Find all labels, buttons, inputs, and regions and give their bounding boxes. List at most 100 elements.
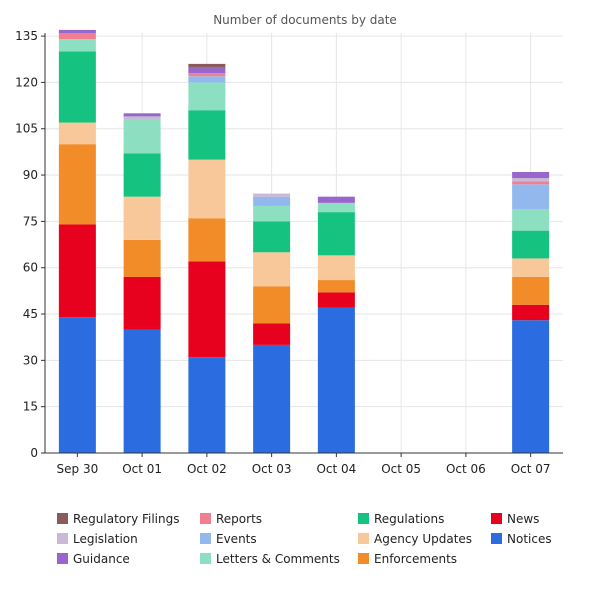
bar-news-oct-04[interactable] — [317, 292, 355, 308]
bar-reports-oct-02[interactable] — [188, 73, 226, 77]
legend-swatch — [358, 553, 369, 564]
axes: 0 15 30 45 60 75 90 105 120 135 Sep 30 Oct 01 Oct 02… — [15, 29, 563, 476]
bar-regulatory-filings-oct-02[interactable] — [188, 63, 226, 67]
legend-swatch — [200, 533, 211, 544]
legend-label: Regulatory Filings — [73, 512, 180, 526]
bar-enforcements-oct-07[interactable] — [512, 276, 550, 305]
legend-item-events[interactable]: Events — [200, 532, 257, 546]
legend-swatch — [57, 553, 68, 564]
bar-notices-oct-03[interactable] — [253, 344, 291, 453]
legend-item-legislation[interactable]: Legislation — [57, 532, 138, 546]
legend-item-notices[interactable]: Notices — [491, 532, 552, 546]
bar-regulations-sep-30[interactable] — [58, 51, 96, 123]
x-tick-label: Oct 05 — [381, 462, 421, 476]
bar-letters-comments-oct-01[interactable] — [123, 119, 161, 154]
bar-legislation-oct-03[interactable] — [253, 193, 291, 197]
x-tick-label: Oct 01 — [122, 462, 162, 476]
bar-enforcements-oct-03[interactable] — [253, 286, 291, 324]
bar-notices-oct-07[interactable] — [512, 320, 550, 453]
y-tick-label: 90 — [23, 168, 38, 182]
legend-swatch — [200, 553, 211, 564]
legend-item-enforcements[interactable]: Enforcements — [358, 552, 457, 566]
bar-enforcements-oct-01[interactable] — [123, 239, 161, 277]
legend-item-letters-comments[interactable]: Letters & Comments — [200, 552, 340, 566]
bar-agency-updates-sep-30[interactable] — [58, 122, 96, 145]
bar-reports-oct-07[interactable] — [512, 181, 550, 185]
bar-news-oct-02[interactable] — [188, 261, 226, 358]
bar-legislation-oct-01[interactable] — [123, 116, 161, 120]
bar-regulations-oct-01[interactable] — [123, 153, 161, 197]
x-tick-label: Oct 07 — [511, 462, 551, 476]
bars — [58, 29, 550, 453]
y-tick-label: 105 — [15, 122, 38, 136]
bar-notices-oct-01[interactable] — [123, 329, 161, 453]
legend-swatch — [358, 513, 369, 524]
bar-enforcements-sep-30[interactable] — [58, 144, 96, 225]
bar-agency-updates-oct-02[interactable] — [188, 159, 226, 219]
grid-lines — [45, 33, 563, 453]
bar-guidance-oct-01[interactable] — [123, 113, 161, 117]
bar-letters-comments-sep-30[interactable] — [58, 39, 96, 52]
legend-swatch — [57, 533, 68, 544]
legend-swatch — [491, 533, 502, 544]
bar-events-oct-03[interactable] — [253, 196, 291, 206]
y-tick-label: 15 — [23, 400, 38, 414]
bar-notices-oct-02[interactable] — [188, 357, 226, 453]
bar-enforcements-oct-02[interactable] — [188, 218, 226, 262]
bar-guidance-oct-04[interactable] — [317, 196, 355, 203]
legend-item-news[interactable]: News — [491, 512, 539, 526]
bar-regulations-oct-02[interactable] — [188, 110, 226, 160]
bar-letters-comments-oct-03[interactable] — [253, 205, 291, 222]
bar-enforcements-oct-04[interactable] — [317, 280, 355, 293]
legend-item-agency-updates[interactable]: Agency Updates — [358, 532, 472, 546]
bar-regulations-oct-07[interactable] — [512, 230, 550, 259]
bar-notices-sep-30[interactable] — [58, 317, 96, 453]
bar-letters-comments-oct-07[interactable] — [512, 209, 550, 231]
bar-agency-updates-oct-01[interactable] — [123, 196, 161, 240]
legend: Regulatory Filings Reports Regulations News… — [57, 512, 552, 566]
legend-swatch — [491, 513, 502, 524]
bar-reports-sep-30[interactable] — [58, 33, 96, 40]
bar-agency-updates-oct-03[interactable] — [253, 252, 291, 287]
x-tick-label: Sep 30 — [57, 462, 99, 476]
y-tick-label: 60 — [23, 261, 38, 275]
y-tick-label: 135 — [15, 29, 38, 43]
bar-guidance-sep-30[interactable] — [58, 29, 96, 33]
x-tick-label: Oct 06 — [446, 462, 486, 476]
bar-news-oct-07[interactable] — [512, 304, 550, 321]
bar-legislation-oct-07[interactable] — [512, 178, 550, 182]
bar-events-oct-02[interactable] — [188, 76, 226, 83]
bar-news-oct-03[interactable] — [253, 323, 291, 345]
legend-label: Notices — [507, 532, 552, 546]
bar-agency-updates-oct-04[interactable] — [317, 255, 355, 281]
legend-swatch — [358, 533, 369, 544]
bar-news-sep-30[interactable] — [58, 224, 96, 318]
bar-news-oct-01[interactable] — [123, 276, 161, 330]
legend-label: Letters & Comments — [216, 552, 340, 566]
legend-item-guidance[interactable]: Guidance — [57, 552, 130, 566]
x-tick-label: Oct 04 — [316, 462, 356, 476]
x-tick-label: Oct 02 — [187, 462, 227, 476]
bar-events-oct-07[interactable] — [512, 184, 550, 210]
y-tick-label: 0 — [30, 446, 38, 460]
bar-notices-oct-04[interactable] — [317, 307, 355, 453]
y-tick-label: 120 — [15, 75, 38, 89]
legend-item-reports[interactable]: Reports — [200, 512, 262, 526]
legend-label: News — [507, 512, 539, 526]
legend-swatch — [57, 513, 68, 524]
legend-label: Enforcements — [374, 552, 457, 566]
bar-guidance-oct-07[interactable] — [512, 171, 550, 179]
bar-letters-comments-oct-02[interactable] — [188, 82, 226, 111]
bar-guidance-oct-02[interactable] — [188, 66, 226, 74]
legend-item-regulations[interactable]: Regulations — [358, 512, 444, 526]
y-tick-label: 45 — [23, 307, 38, 321]
bar-letters-comments-oct-04[interactable] — [317, 202, 355, 213]
legend-item-regulatory-filings[interactable]: Regulatory Filings — [57, 512, 180, 526]
chart-title: Number of documents by date — [213, 13, 397, 27]
bar-regulations-oct-03[interactable] — [253, 221, 291, 253]
legend-label: Regulations — [374, 512, 444, 526]
bar-regulations-oct-04[interactable] — [317, 212, 355, 256]
bar-agency-updates-oct-07[interactable] — [512, 258, 550, 277]
